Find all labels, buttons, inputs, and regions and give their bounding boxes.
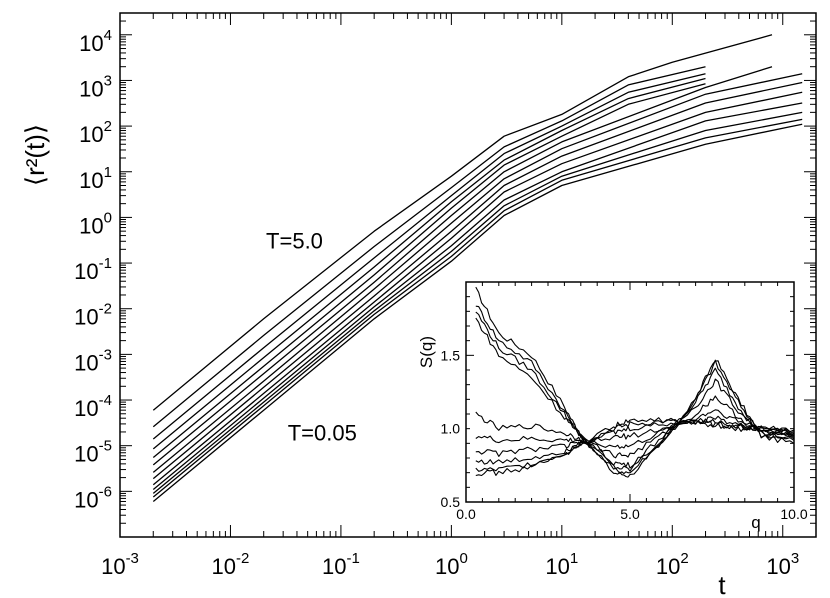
msd-curve-7: [152, 73, 803, 473]
x-tick-label: 10-2: [212, 550, 250, 579]
main-series: [152, 34, 803, 503]
msd-curve-5: [152, 83, 706, 459]
main-annotations: T=5.0 T=0.05: [266, 228, 357, 445]
msd-curve-2: [152, 66, 706, 428]
inset-plot: 0.0 5.0 10.0 0.5 1.0 1.5 S(q) q: [417, 281, 808, 532]
main-y-axis-label: ⟨r²(t)⟩: [20, 124, 50, 186]
msd-curve-3: [152, 73, 706, 440]
msd-curve-6: [152, 66, 773, 466]
sq-curve-5: [475, 395, 795, 459]
x-tick-label: 102: [656, 550, 689, 579]
inset-y-tick-label: 1.0: [441, 421, 461, 437]
inset-series: [475, 286, 795, 478]
x-tick-label: 101: [545, 550, 578, 579]
x-tick-label: 10-3: [101, 550, 139, 579]
temperature-annotation-2: T=0.05: [288, 420, 357, 445]
msd-curve-8: [152, 81, 803, 480]
main-plot: 10-3 10-2 10-1 100 101 102 103 10-610-510-410-…: [20, 12, 817, 598]
y-tick-label: 102: [79, 118, 112, 147]
inset-x-axis-label: q: [751, 513, 760, 532]
y-tick-label: 101: [79, 164, 112, 193]
x-tick-label: 100: [435, 550, 468, 579]
msd-curve-13: [152, 123, 803, 503]
sq-curve-6: [475, 409, 795, 449]
msd-curve-9: [152, 91, 803, 486]
x-tick-label: 103: [766, 550, 799, 579]
main-y-tick-labels: 10-6 10-5 10-4 10-3 10-2 10-1 100 101 102 103 104: [74, 27, 112, 513]
y-tick-label: 100: [79, 209, 112, 238]
y-tick-label: 10-3: [74, 346, 112, 375]
sq-curve-1: [475, 286, 795, 478]
msd-curve-12: [152, 118, 803, 498]
inset-y-tick-label: 1.5: [441, 347, 461, 363]
inset-x-tick-label: 0.0: [456, 506, 476, 522]
y-tick-label: 104: [79, 27, 112, 56]
y-tick-label: 10-4: [74, 392, 112, 421]
inset-y-tick-label: 0.5: [441, 494, 461, 510]
sq-curve-2: [475, 305, 795, 475]
temperature-annotation-1: T=5.0: [266, 228, 323, 253]
sq-curve-10: [475, 417, 795, 477]
y-tick-label: 10-2: [74, 301, 112, 330]
inset-y-axis-label: S(q): [417, 336, 436, 368]
main-x-axis-label: t: [718, 570, 726, 598]
main-plot-frame: [119, 12, 817, 538]
y-tick-label: 10-1: [74, 255, 112, 284]
inset-x-tick-label: 5.0: [620, 506, 640, 522]
inset-x-tick-label: 10.0: [780, 506, 807, 522]
sq-curve-8: [475, 418, 795, 465]
x-tick-label: 10-1: [322, 550, 360, 579]
main-ticks: [119, 12, 817, 538]
msd-curve-10: [152, 102, 803, 491]
inset-background: [466, 282, 794, 502]
sq-curve-7: [475, 415, 795, 457]
main-x-tick-labels: 10-3 10-2 10-1 100 101 102 103: [101, 550, 799, 579]
sq-curve-3: [475, 311, 795, 472]
msd-curve-4: [152, 77, 706, 450]
msd-curve-1: [152, 34, 773, 411]
y-tick-label: 103: [79, 72, 112, 101]
inset-ticks: 0.0 5.0 10.0 0.5 1.0 1.5: [441, 281, 808, 522]
y-tick-label: 10-6: [74, 483, 112, 512]
sq-curve-4: [475, 317, 795, 469]
sq-curve-9: [475, 419, 795, 472]
msd-curve-11: [152, 111, 803, 494]
y-tick-label: 10-5: [74, 438, 112, 467]
